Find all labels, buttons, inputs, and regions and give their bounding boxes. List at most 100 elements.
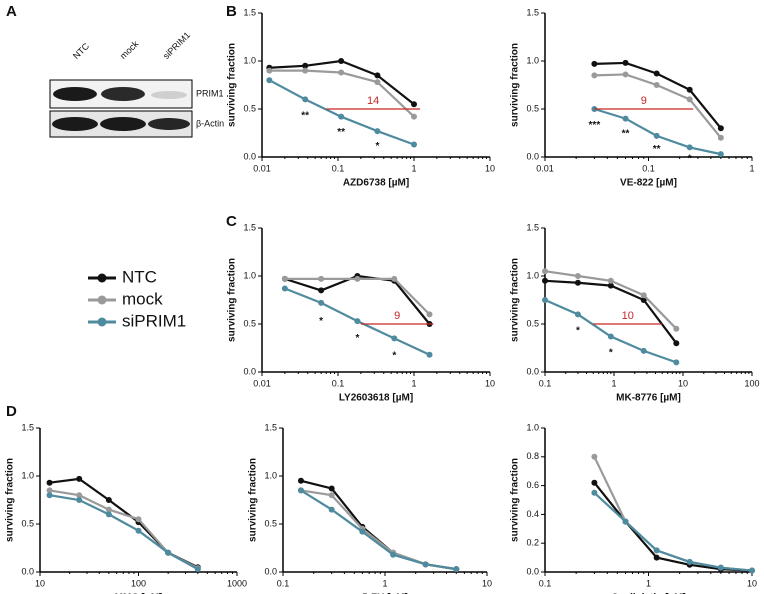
y-tick-label: 1.5: [526, 7, 539, 17]
data-point: [591, 72, 598, 79]
data-point: [542, 268, 548, 275]
significance: *: [576, 325, 580, 336]
y-tick-label: 0.0: [243, 151, 256, 161]
data-point: [302, 62, 309, 69]
data-point: [574, 273, 581, 279]
x-tick-label: 0.1: [539, 378, 552, 388]
data-point: [574, 279, 581, 286]
data-point: [281, 275, 288, 282]
series-line: [269, 69, 415, 118]
x-tick-label: 1000: [227, 578, 247, 588]
x-tick-label: 1: [749, 163, 754, 173]
data-point: [266, 77, 273, 84]
y-tick-label: 0.5: [264, 518, 277, 528]
data-point: [46, 479, 53, 486]
band: [100, 117, 146, 131]
y-tick-label: 1.0: [526, 55, 539, 65]
significance: **: [653, 144, 661, 155]
data-point: [591, 60, 598, 67]
x-axis-label: LY2603618 [µM]: [339, 393, 413, 404]
data-point: [135, 516, 142, 523]
y-tick-label: 1.5: [21, 422, 34, 432]
significance: *: [319, 316, 323, 327]
data-point: [622, 59, 629, 66]
x-tick-label: 10: [747, 578, 757, 588]
data-point: [46, 487, 53, 494]
data-point: [411, 101, 417, 108]
legend-marker: [97, 317, 107, 327]
panel-label: C: [226, 213, 237, 230]
x-axis-label: 5-FU [µM]: [362, 593, 408, 594]
data-point: [686, 86, 693, 93]
data-point: [653, 70, 660, 77]
data-point: [374, 79, 381, 86]
y-axis-label: surviving fraction: [248, 458, 259, 542]
y-tick-label: 1.0: [21, 470, 34, 480]
data-point: [338, 69, 345, 76]
x-tick-label: 0.01: [253, 163, 271, 173]
band: [53, 87, 97, 101]
panel-label: D: [6, 403, 17, 420]
data-point: [411, 141, 417, 148]
series-line: [269, 59, 415, 106]
data-point: [673, 325, 680, 332]
series-line: [593, 482, 753, 572]
significance: *: [355, 333, 359, 344]
y-tick-label: 0.5: [243, 103, 256, 113]
legend-marker: [97, 295, 107, 305]
data-point: [749, 567, 755, 574]
data-point: [453, 566, 460, 573]
data-point: [640, 297, 647, 303]
y-axis-label: surviving fraction: [227, 43, 238, 127]
data-point: [76, 492, 83, 499]
y-axis-label: surviving fraction: [227, 258, 238, 342]
y-tick-label: 0.5: [526, 103, 539, 113]
band: [151, 91, 187, 99]
data-point: [717, 564, 724, 571]
series-line: [49, 494, 199, 571]
data-point: [686, 558, 693, 565]
y-tick-label: 0.5: [21, 518, 34, 528]
x-tick-label: 10: [35, 578, 45, 588]
data-point: [591, 489, 598, 496]
x-tick-label: 0.1: [332, 378, 345, 388]
data-point: [653, 82, 660, 88]
data-point: [717, 125, 724, 132]
data-point: [374, 128, 381, 135]
x-tick-label: 100: [744, 378, 759, 388]
lane-label: NTC: [71, 41, 92, 62]
data-point: [105, 497, 112, 503]
legend: NTC mock siPRIM1: [88, 267, 186, 330]
y-axis-label: surviving fraction: [5, 458, 16, 542]
fold-label: 14: [367, 95, 379, 107]
data-point: [653, 547, 660, 554]
panel-label: B: [226, 3, 237, 20]
y-tick-label: 0.5: [243, 318, 256, 328]
y-tick-label: 0.0: [243, 366, 256, 376]
y-tick-label: 0.2: [526, 538, 539, 548]
data-point: [411, 113, 417, 120]
row-label: PRIM1: [196, 88, 224, 98]
data-point: [302, 96, 309, 103]
data-point: [318, 275, 325, 282]
legend-marker: [97, 273, 107, 283]
x-tick-label: 1: [411, 378, 416, 388]
y-tick-label: 1.0: [526, 270, 539, 280]
data-point: [622, 71, 629, 78]
x-tick-label: 0.1: [277, 578, 290, 588]
data-point: [328, 485, 335, 492]
y-axis-label: surviving fraction: [510, 258, 521, 342]
y-tick-label: 1.5: [243, 222, 256, 232]
data-point: [318, 287, 325, 294]
legend-label: mock: [122, 289, 163, 308]
significance: *: [392, 350, 396, 361]
x-axis-label: AZD6738 [µM]: [343, 178, 409, 189]
x-axis-label: MK-8776 [µM]: [616, 393, 681, 404]
y-tick-label: 1.0: [243, 55, 256, 65]
y-tick-label: 0.0: [21, 566, 34, 576]
band: [52, 117, 98, 131]
data-point: [542, 297, 548, 303]
x-tick-label: 10: [482, 578, 492, 588]
data-point: [640, 292, 647, 299]
y-axis-label: surviving fraction: [510, 458, 521, 542]
